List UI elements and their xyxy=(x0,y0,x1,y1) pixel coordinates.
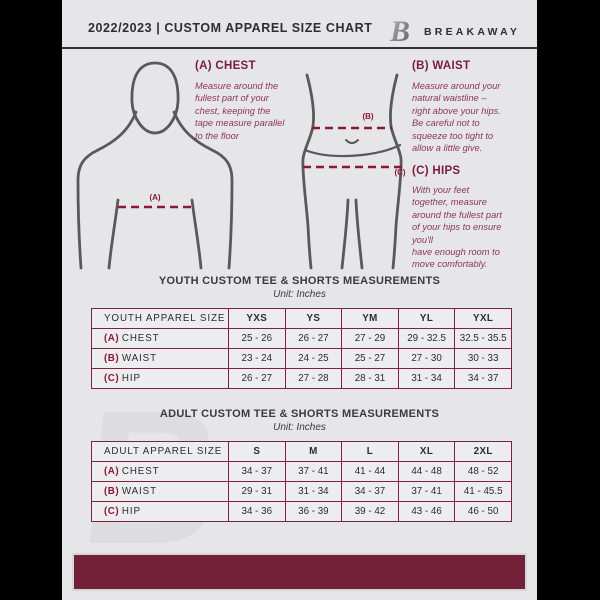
youth-hip-row: (C) HIP 26 - 27 27 - 28 28 - 31 31 - 34 … xyxy=(91,368,512,389)
cell: 30 - 33 xyxy=(454,348,512,369)
cell: 46 - 50 xyxy=(454,501,512,522)
page-title: 2022/2023 | CUSTOM APPAREL SIZE CHART xyxy=(88,20,373,35)
cell: 37 - 41 xyxy=(284,461,343,482)
cell: 27 - 30 xyxy=(397,348,456,369)
adult-col-2xl: 2XL xyxy=(454,441,512,462)
torso-figure xyxy=(76,61,234,270)
adult-table-title: ADULT CUSTOM TEE & SHORTS MEASUREMENTS xyxy=(159,408,440,420)
breakaway-logo-icon: B xyxy=(381,15,410,48)
footer-bar xyxy=(72,553,527,591)
row-tag: (C) xyxy=(104,373,120,384)
row-label: HIP xyxy=(121,373,141,384)
waist-heading: (B) WAIST xyxy=(412,60,471,72)
row-tag: (B) xyxy=(104,486,120,497)
cell: 34 - 37 xyxy=(341,481,399,502)
header-divider xyxy=(62,47,537,49)
cell: 32.5 - 35.5 xyxy=(454,328,512,349)
adult-size-col-header: ADULT APPAREL SIZE xyxy=(91,441,229,462)
row-label: CHEST xyxy=(121,333,160,344)
chest-heading: (A) CHEST xyxy=(195,60,256,72)
cell: 25 - 27 xyxy=(341,348,399,369)
cell: 48 - 52 xyxy=(454,461,512,482)
hips-heading: (C) HIPS xyxy=(412,165,461,177)
cell: 25 - 26 xyxy=(228,328,286,349)
row-tag: (A) xyxy=(104,466,120,477)
cell: 31 - 34 xyxy=(397,368,456,389)
size-chart-page: 2022/2023 | CUSTOM APPAREL SIZE CHART B … xyxy=(62,0,537,600)
brand-name: BREAKAWAY xyxy=(424,26,521,38)
youth-size-col-header: YOUTH APPAREL SIZE xyxy=(91,308,229,329)
adult-size-table: ADULT APPAREL SIZE S M L XL 2XL (A) CHES… xyxy=(91,441,512,522)
cell: 34 - 36 xyxy=(228,501,286,522)
row-label: WAIST xyxy=(121,353,158,364)
youth-col-yl: YL xyxy=(397,308,456,329)
cell: 39 - 42 xyxy=(341,501,399,522)
waist-instructions: Measure around your natural waistline – … xyxy=(412,81,501,154)
adult-chest-row: (A) CHEST 34 - 37 37 - 41 41 - 44 44 - 4… xyxy=(91,461,512,482)
cell: 44 - 48 xyxy=(397,461,456,482)
adult-col-m: M xyxy=(284,441,343,462)
cell: 23 - 24 xyxy=(228,348,286,369)
cell: 34 - 37 xyxy=(228,461,286,482)
cell: 43 - 46 xyxy=(397,501,456,522)
adult-col-l: L xyxy=(341,441,399,462)
youth-col-ym: YM xyxy=(341,308,399,329)
cell: 31 - 34 xyxy=(284,481,343,502)
row-tag: (B) xyxy=(104,353,120,364)
cell: 41 - 45.5 xyxy=(454,481,512,502)
row-label: CHEST xyxy=(121,466,160,477)
row-tag: (A) xyxy=(104,333,120,344)
lower-body-figure xyxy=(301,73,407,270)
adult-col-xl: XL xyxy=(397,441,456,462)
youth-size-table: YOUTH APPAREL SIZE YXS YS YM YL YXL (A) … xyxy=(91,308,512,389)
row-tag: (C) xyxy=(104,506,120,517)
youth-table-title: YOUTH CUSTOM TEE & SHORTS MEASUREMENTS xyxy=(158,275,441,287)
cell: 26 - 27 xyxy=(284,328,343,349)
adult-col-s: S xyxy=(228,441,286,462)
youth-chest-row: (A) CHEST 25 - 26 26 - 27 27 - 29 29 - 3… xyxy=(91,328,512,349)
row-label: WAIST xyxy=(121,486,158,497)
youth-waist-row: (B) WAIST 23 - 24 24 - 25 25 - 27 27 - 3… xyxy=(91,348,512,369)
cell: 28 - 31 xyxy=(341,368,399,389)
waist-line-tag: (B) xyxy=(362,112,374,121)
youth-table-unit: Unit: Inches xyxy=(273,289,326,300)
chest-line-tag: (A) xyxy=(149,193,161,202)
cell: 27 - 28 xyxy=(284,368,343,389)
hips-line-tag: (C) xyxy=(394,168,406,177)
youth-header-row: YOUTH APPAREL SIZE YXS YS YM YL YXL xyxy=(91,308,512,329)
cell: 36 - 39 xyxy=(284,501,343,522)
cell: 27 - 29 xyxy=(341,328,399,349)
youth-col-yxs: YXS xyxy=(228,308,286,329)
cell: 37 - 41 xyxy=(397,481,456,502)
chest-instructions: Measure around the fullest part of your … xyxy=(195,81,285,141)
row-label: HIP xyxy=(121,506,141,517)
adult-header-row: ADULT APPAREL SIZE S M L XL 2XL xyxy=(91,441,512,462)
cell: 24 - 25 xyxy=(284,348,343,369)
cell: 26 - 27 xyxy=(228,368,286,389)
cell: 41 - 44 xyxy=(341,461,399,482)
adult-hip-row: (C) HIP 34 - 36 36 - 39 39 - 42 43 - 46 … xyxy=(91,501,512,522)
hips-instructions: With your feet together, measure around … xyxy=(412,185,502,270)
adult-waist-row: (B) WAIST 29 - 31 31 - 34 34 - 37 37 - 4… xyxy=(91,481,512,502)
youth-col-yxl: YXL xyxy=(454,308,512,329)
cell: 29 - 32.5 xyxy=(397,328,456,349)
cell: 29 - 31 xyxy=(228,481,286,502)
adult-table-unit: Unit: Inches xyxy=(273,422,326,433)
youth-col-ys: YS xyxy=(284,308,343,329)
cell: 34 - 37 xyxy=(454,368,512,389)
